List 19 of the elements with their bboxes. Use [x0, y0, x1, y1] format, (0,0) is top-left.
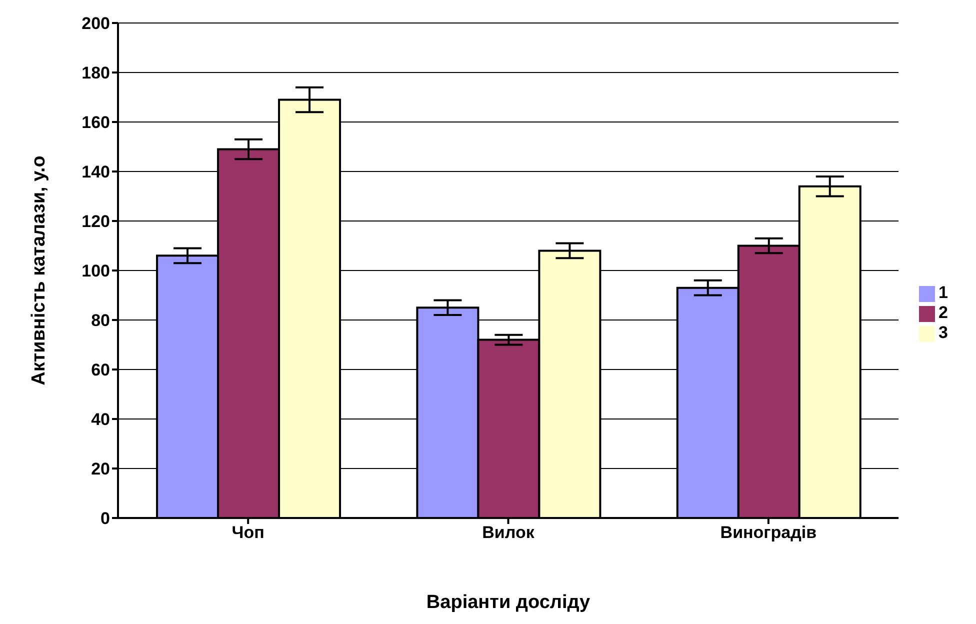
legend-label: 1: [938, 283, 948, 302]
y-tick-label: 0: [100, 509, 110, 528]
x-tick-label: Вилок: [482, 523, 535, 542]
y-tick-label: 180: [82, 64, 110, 83]
y-tick-label: 20: [91, 460, 110, 479]
x-axis-title: Варіанти досліду: [426, 592, 591, 613]
y-tick-label: 80: [91, 311, 110, 330]
y-tick-label: 200: [82, 14, 110, 34]
x-tick-label: Виноградів: [720, 523, 817, 542]
y-tick-label: 40: [91, 410, 110, 430]
x-tick-label: Чоп: [232, 523, 264, 542]
y-tick-label: 60: [91, 360, 110, 380]
y-tick-label: 100: [82, 262, 110, 281]
y-tick-label: 120: [82, 212, 110, 232]
y-axis-title: Активність каталази, у.о: [28, 156, 50, 386]
y-tick-label: 160: [82, 113, 110, 132]
y-tick-label: 140: [82, 162, 110, 182]
legend-label: 3: [938, 323, 948, 342]
legend-label: 2: [938, 303, 948, 322]
